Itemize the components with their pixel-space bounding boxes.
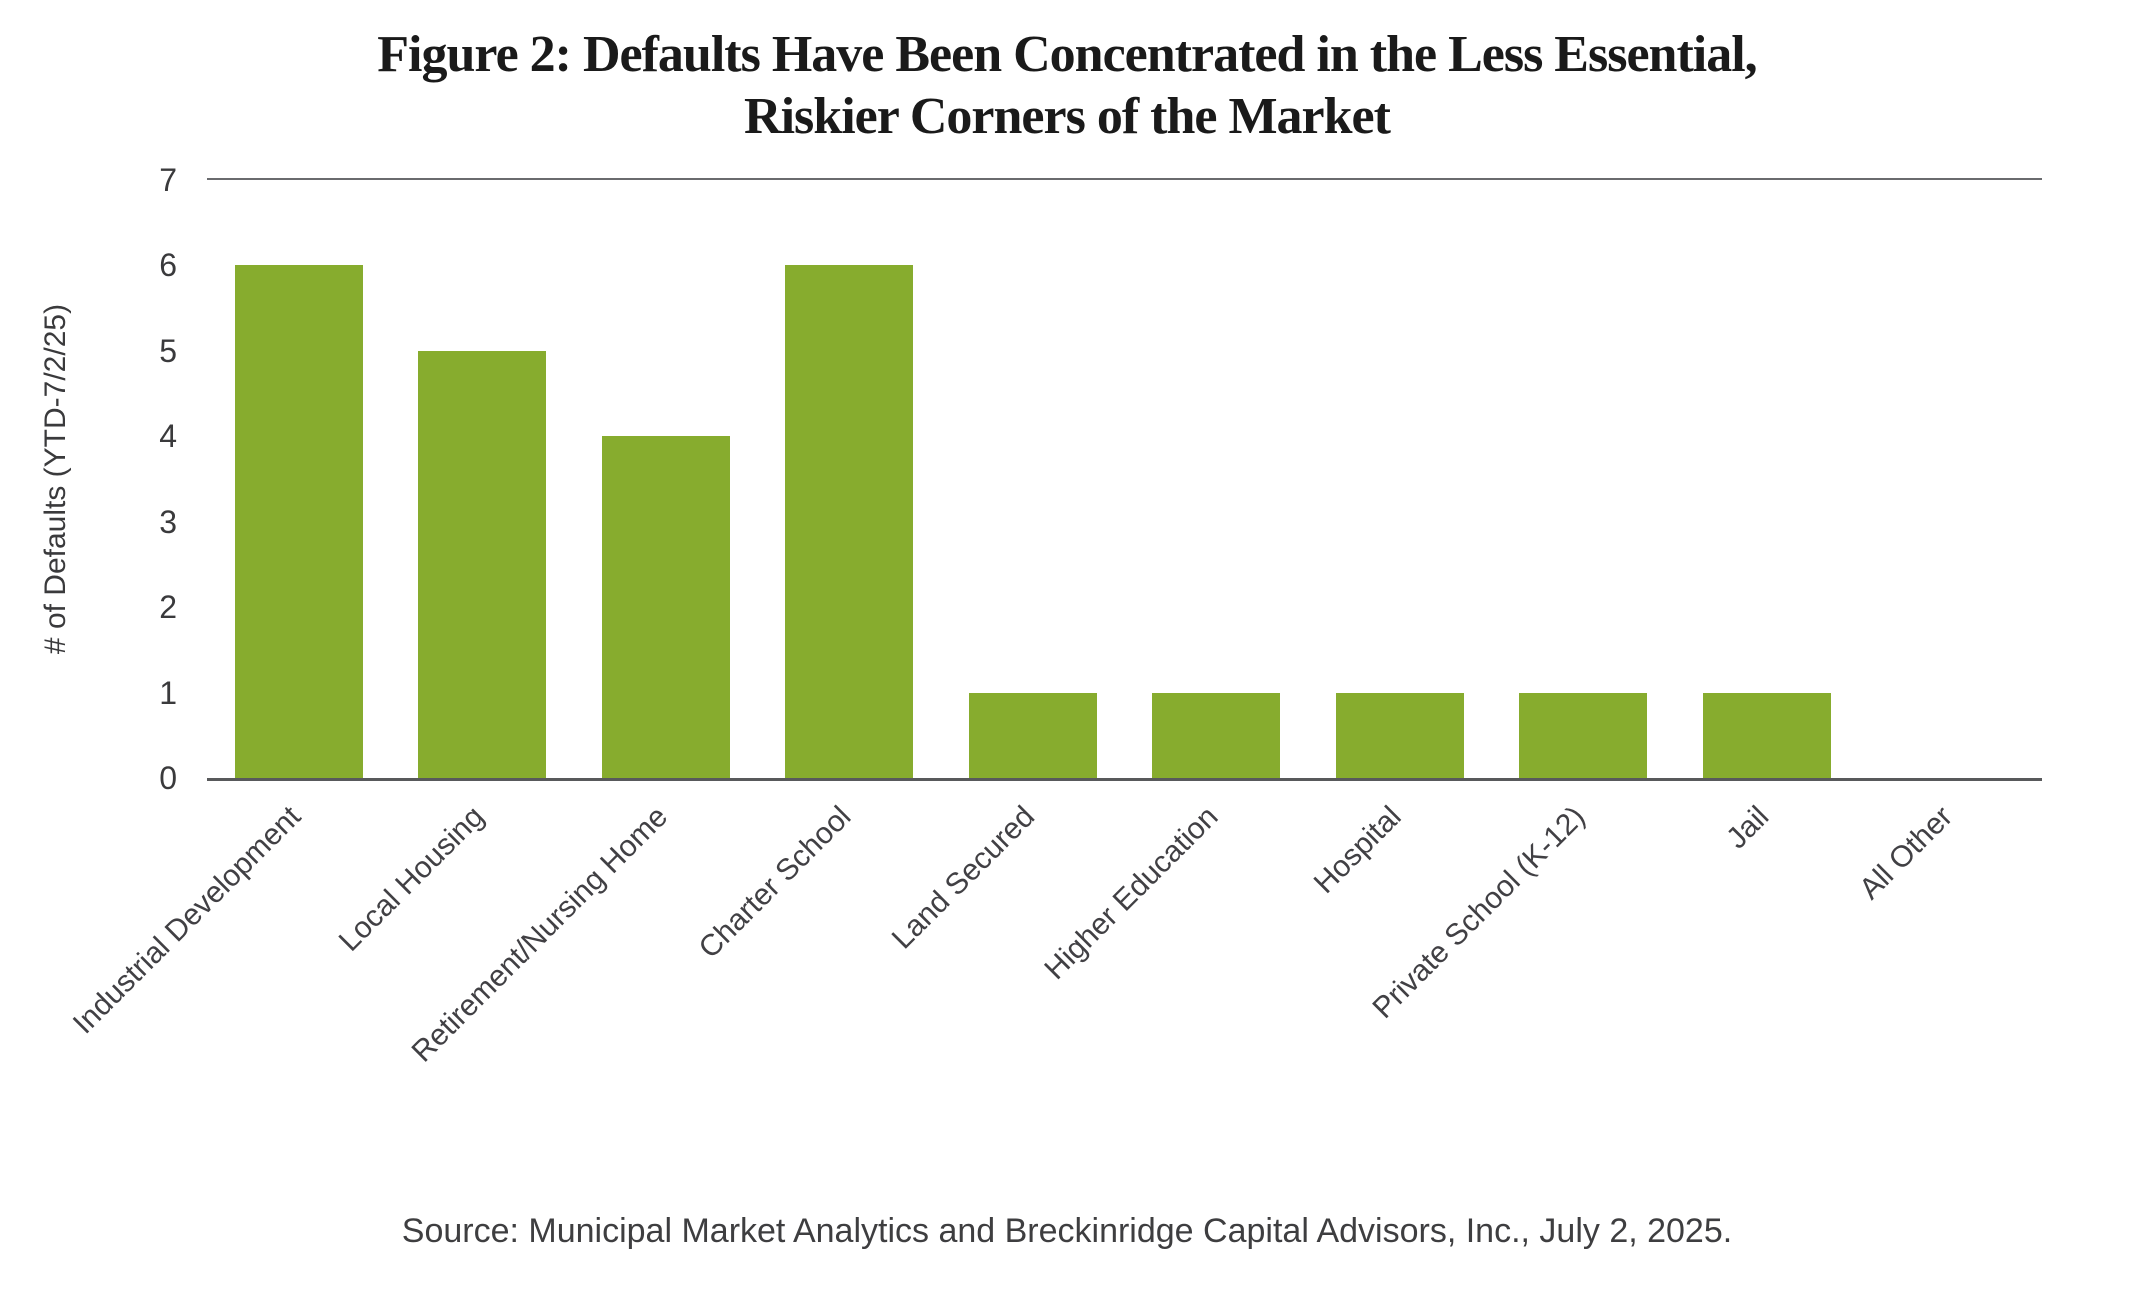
y-tick-label-3: 3 bbox=[159, 503, 177, 540]
chart-title: Figure 2: Defaults Have Been Concentrate… bbox=[0, 24, 2134, 148]
bar-jail bbox=[1702, 692, 1831, 778]
y-tick-label-0: 0 bbox=[159, 760, 177, 796]
chart-title-line-1: Figure 2: Defaults Have Been Concentrate… bbox=[377, 26, 1757, 83]
x-tick-label-private-school-k-12: Private School (K-12) bbox=[1366, 800, 1592, 1025]
x-tick-label-industrial-development: Industrial Development bbox=[66, 800, 308, 1041]
bar-industrial-development bbox=[234, 265, 363, 778]
chart-title-line-2: Riskier Corners of the Market bbox=[744, 88, 1391, 145]
x-tick-label-charter-school: Charter School bbox=[692, 800, 858, 965]
y-tick-label-2: 2 bbox=[159, 589, 177, 626]
x-tick-label-land-secured: Land Secured bbox=[885, 800, 1042, 956]
source-note: Source: Municipal Market Analytics and B… bbox=[401, 1212, 1733, 1250]
x-tick-label-all-other: All Other bbox=[1852, 800, 1959, 906]
top-gridline bbox=[207, 178, 2042, 180]
bar-private-school-k-12 bbox=[1519, 692, 1648, 778]
x-axis-line bbox=[207, 778, 2042, 781]
y-tick-label-1: 1 bbox=[159, 674, 177, 711]
bar-retirement-nursing-home bbox=[601, 436, 730, 778]
plot-area: Industrial Development Local Housing Retir… bbox=[67, 163, 2042, 1069]
bar-land-secured bbox=[968, 692, 1097, 778]
bar-hospital bbox=[1335, 692, 1464, 778]
bar-local-housing bbox=[418, 350, 547, 778]
x-tick-label-local-housing: Local Housing bbox=[332, 800, 491, 958]
y-tick-label-6: 6 bbox=[159, 247, 177, 284]
y-tick-label-5: 5 bbox=[159, 332, 177, 369]
x-tick-label-jail: Jail bbox=[1719, 800, 1776, 856]
bar-higher-education bbox=[1152, 692, 1281, 778]
y-tick-label-7: 7 bbox=[159, 162, 177, 198]
x-tick-label-higher-education: Higher Education bbox=[1038, 800, 1225, 987]
bar-charter-school bbox=[785, 265, 914, 778]
y-tick-label-4: 4 bbox=[159, 418, 177, 455]
x-tick-label-hospital: Hospital bbox=[1308, 800, 1409, 900]
